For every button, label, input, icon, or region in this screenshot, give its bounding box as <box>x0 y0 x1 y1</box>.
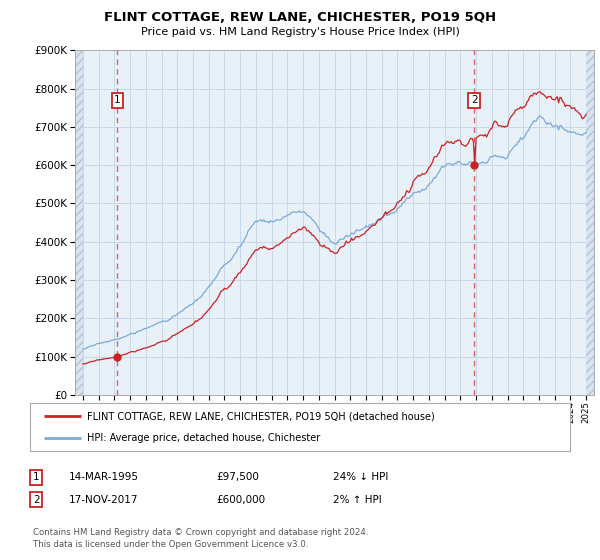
Text: HPI: Average price, detached house, Chichester: HPI: Average price, detached house, Chic… <box>86 433 320 443</box>
Text: 24% ↓ HPI: 24% ↓ HPI <box>333 472 388 482</box>
Text: 2% ↑ HPI: 2% ↑ HPI <box>333 494 382 505</box>
Text: 2: 2 <box>33 494 40 505</box>
Text: £600,000: £600,000 <box>216 494 265 505</box>
Bar <box>75 50 83 395</box>
Text: FLINT COTTAGE, REW LANE, CHICHESTER, PO19 5QH: FLINT COTTAGE, REW LANE, CHICHESTER, PO1… <box>104 11 496 24</box>
Text: 2: 2 <box>471 95 478 105</box>
Text: FLINT COTTAGE, REW LANE, CHICHESTER, PO19 5QH (detached house): FLINT COTTAGE, REW LANE, CHICHESTER, PO1… <box>86 411 434 421</box>
Text: 17-NOV-2017: 17-NOV-2017 <box>69 494 139 505</box>
Text: Price paid vs. HM Land Registry's House Price Index (HPI): Price paid vs. HM Land Registry's House … <box>140 27 460 37</box>
Text: 1: 1 <box>33 472 40 482</box>
Text: Contains HM Land Registry data © Crown copyright and database right 2024.
This d: Contains HM Land Registry data © Crown c… <box>33 528 368 549</box>
Text: £97,500: £97,500 <box>216 472 259 482</box>
Text: 14-MAR-1995: 14-MAR-1995 <box>69 472 139 482</box>
Text: 1: 1 <box>114 95 121 105</box>
Bar <box>586 50 594 395</box>
